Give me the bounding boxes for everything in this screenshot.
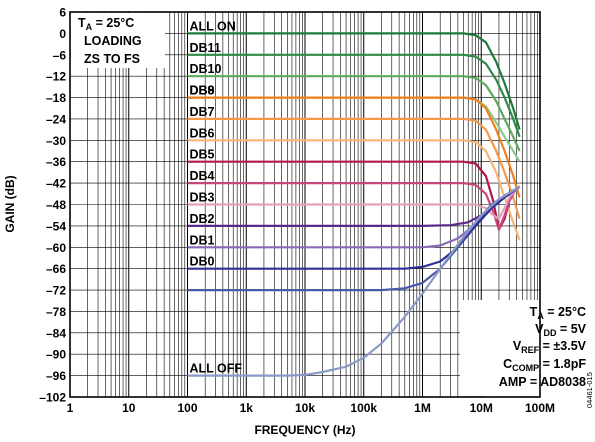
annotation-ccomp: CCOMP = 1.8pF	[503, 357, 586, 373]
annotation-bottomright-box	[460, 300, 539, 396]
y-tick-label: –90	[46, 348, 66, 362]
series-line	[187, 32, 521, 130]
annotation-topleft-line3: ZS TO FS	[84, 52, 140, 66]
x-tick-label: 10M	[470, 401, 493, 415]
series-line	[187, 185, 521, 377]
annotation-topleft-line2: LOADING	[84, 34, 142, 48]
x-tick-label: 10	[122, 401, 136, 415]
annotation-vref: VREF = ±3.5V	[513, 339, 587, 355]
series-line	[187, 139, 521, 241]
y-tick-label: –84	[46, 326, 66, 340]
y-tick-labels: 6 0 –6 –12 –18 –24 –30 –36 –42 –48 –54 –60 –66 –72 –78…	[39, 6, 66, 405]
x-tick-label: 10k	[295, 401, 315, 415]
annotation-topleft-box	[71, 13, 165, 68]
series-label: DB7	[190, 105, 215, 119]
x-axis-label: FREQUENCY (Hz)	[254, 423, 355, 437]
x-tick-label: 1	[67, 401, 74, 415]
series-label: DB3	[190, 191, 215, 205]
y-tick-label: –78	[46, 305, 66, 319]
y-tick-label: –60	[46, 241, 66, 255]
x-tick-label: 100k	[350, 401, 377, 415]
y-tick-label: –54	[46, 219, 66, 233]
series-label: DB5	[190, 148, 215, 162]
y-tick-label: –72	[46, 284, 66, 298]
y-tick-label: –18	[46, 91, 66, 105]
series-line	[187, 182, 521, 231]
series-label: DB6	[190, 126, 215, 140]
series-label: DB0	[190, 255, 215, 269]
series-line	[187, 117, 521, 220]
series-label: DB9	[190, 84, 215, 98]
y-tick-label: –96	[46, 369, 66, 383]
y-tick-label: –24	[46, 112, 66, 126]
figure-code: 04461-015	[585, 372, 594, 408]
series-layer	[187, 32, 521, 377]
series-label: ALL ON	[190, 19, 236, 33]
series-line	[187, 53, 521, 138]
series-label: DB2	[190, 212, 215, 226]
annotation-boxes	[71, 13, 539, 396]
x-tick-labels: 1 10 100 1k 10k 100k 1M 10M 100M	[67, 401, 555, 415]
y-tick-label: –6	[53, 48, 67, 62]
y-tick-label: 0	[59, 27, 66, 41]
annotation-amp: AMP = AD8038	[499, 375, 586, 389]
series-line	[187, 96, 521, 198]
annotation-topleft-line1: TA = 25°C	[78, 16, 134, 32]
y-tick-label: –12	[46, 70, 66, 84]
y-tick-label: –48	[46, 198, 66, 212]
y-tick-label: 6	[59, 6, 66, 20]
series-label: DB4	[190, 169, 215, 183]
x-tick-label: 1M	[414, 401, 431, 415]
y-tick-label: –102	[39, 391, 66, 405]
annotation-ta: TA = 25°C	[530, 305, 586, 321]
y-tick-label: –36	[46, 155, 66, 169]
x-tick-label: 100M	[525, 401, 555, 415]
series-line	[187, 185, 521, 220]
y-axis-label: GAIN (dB)	[3, 175, 17, 232]
series-label: ALL OFF	[190, 362, 243, 376]
y-tick-label: –42	[46, 177, 66, 191]
y-tick-label: –66	[46, 262, 66, 276]
series-label: DB1	[190, 233, 215, 247]
series-line	[187, 75, 521, 152]
series-label: DB8	[190, 84, 215, 98]
plot-frame	[69, 11, 541, 398]
x-tick-label: 1k	[240, 401, 254, 415]
annotation-vdd: VDD = 5V	[535, 322, 587, 338]
series-label: DB11	[190, 41, 221, 55]
x-tick-label: 100	[177, 401, 197, 415]
y-tick-label: –30	[46, 134, 66, 148]
series-label: DB10	[190, 62, 222, 76]
